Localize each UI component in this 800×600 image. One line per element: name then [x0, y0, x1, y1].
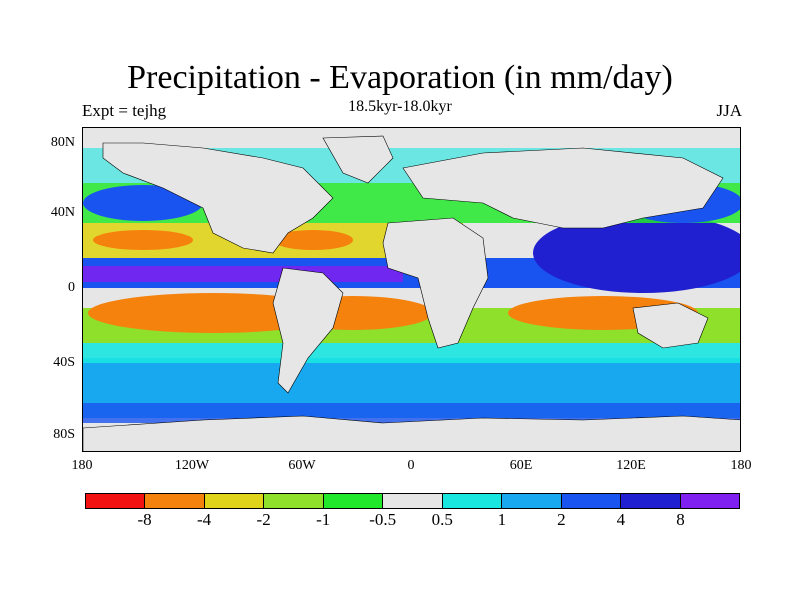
colorbar-label: 4 [616, 510, 626, 529]
colorbar-swatch [561, 494, 622, 508]
experiment-label: Expt = tejhg [82, 101, 167, 120]
colorbar-swatch [323, 494, 384, 508]
lat-tick-40s: 40S [53, 355, 75, 370]
australia [632, 302, 709, 349]
south-america [272, 267, 344, 394]
lon-tick-180w: 180 [71, 458, 93, 473]
lat-tick-80n: 80N [50, 135, 75, 150]
lon-tick-0: 0 [407, 458, 415, 473]
colorbar-swatch [621, 494, 681, 508]
colorbar-label: -2 [256, 510, 271, 529]
colorbar-swatch [264, 494, 324, 508]
lon-tick-120e: 120E [616, 458, 646, 473]
plot-subtitle: 18.5kyr-18.0kyr [348, 98, 452, 115]
lon-tick-120w: 120W [174, 458, 210, 473]
africa [382, 217, 489, 349]
greenland [322, 135, 394, 184]
eurasia [402, 147, 724, 229]
world-map [82, 127, 741, 452]
colorbar-swatch [502, 494, 562, 508]
colorbar-label: -8 [137, 510, 152, 529]
colorbar-swatch [204, 494, 265, 508]
lon-tick-60w: 60W [288, 458, 316, 473]
plot-title: Precipitation - Evaporation (in mm/day) [127, 59, 673, 96]
north-atlantic-dry [93, 230, 193, 250]
colorbar-label: -4 [196, 510, 212, 529]
colorbar-label: 0.5 [431, 510, 453, 529]
lon-tick-60e: 60E [509, 458, 533, 473]
north-america [102, 142, 334, 254]
colorbar-swatch [680, 494, 739, 508]
north-pacific-dry [273, 230, 353, 250]
lon-tick-180e: 180 [730, 458, 752, 473]
colorbar-label: 2 [557, 510, 566, 529]
lat-tick-80s: 80S [53, 427, 75, 442]
colorbar-swatch [442, 494, 503, 508]
north-pacific-wet [83, 185, 203, 221]
colorbar-swatch [383, 494, 443, 508]
colorbar-label: 1 [497, 510, 507, 529]
itcz-core [83, 266, 403, 282]
lat-tick-40n: 40N [50, 205, 75, 220]
antarctica [83, 415, 740, 451]
colorbar-label: 8 [676, 510, 685, 529]
colorbar-label: -1 [316, 510, 331, 529]
colorbar [85, 493, 740, 509]
lat-tick-0: 0 [68, 280, 75, 295]
map-field [83, 135, 740, 451]
colorbar-swatch [145, 494, 205, 508]
asian-monsoon [533, 213, 740, 293]
season-label: JJA [716, 101, 742, 120]
colorbar-swatch [86, 494, 146, 508]
colorbar-label: -0.5 [369, 510, 397, 529]
